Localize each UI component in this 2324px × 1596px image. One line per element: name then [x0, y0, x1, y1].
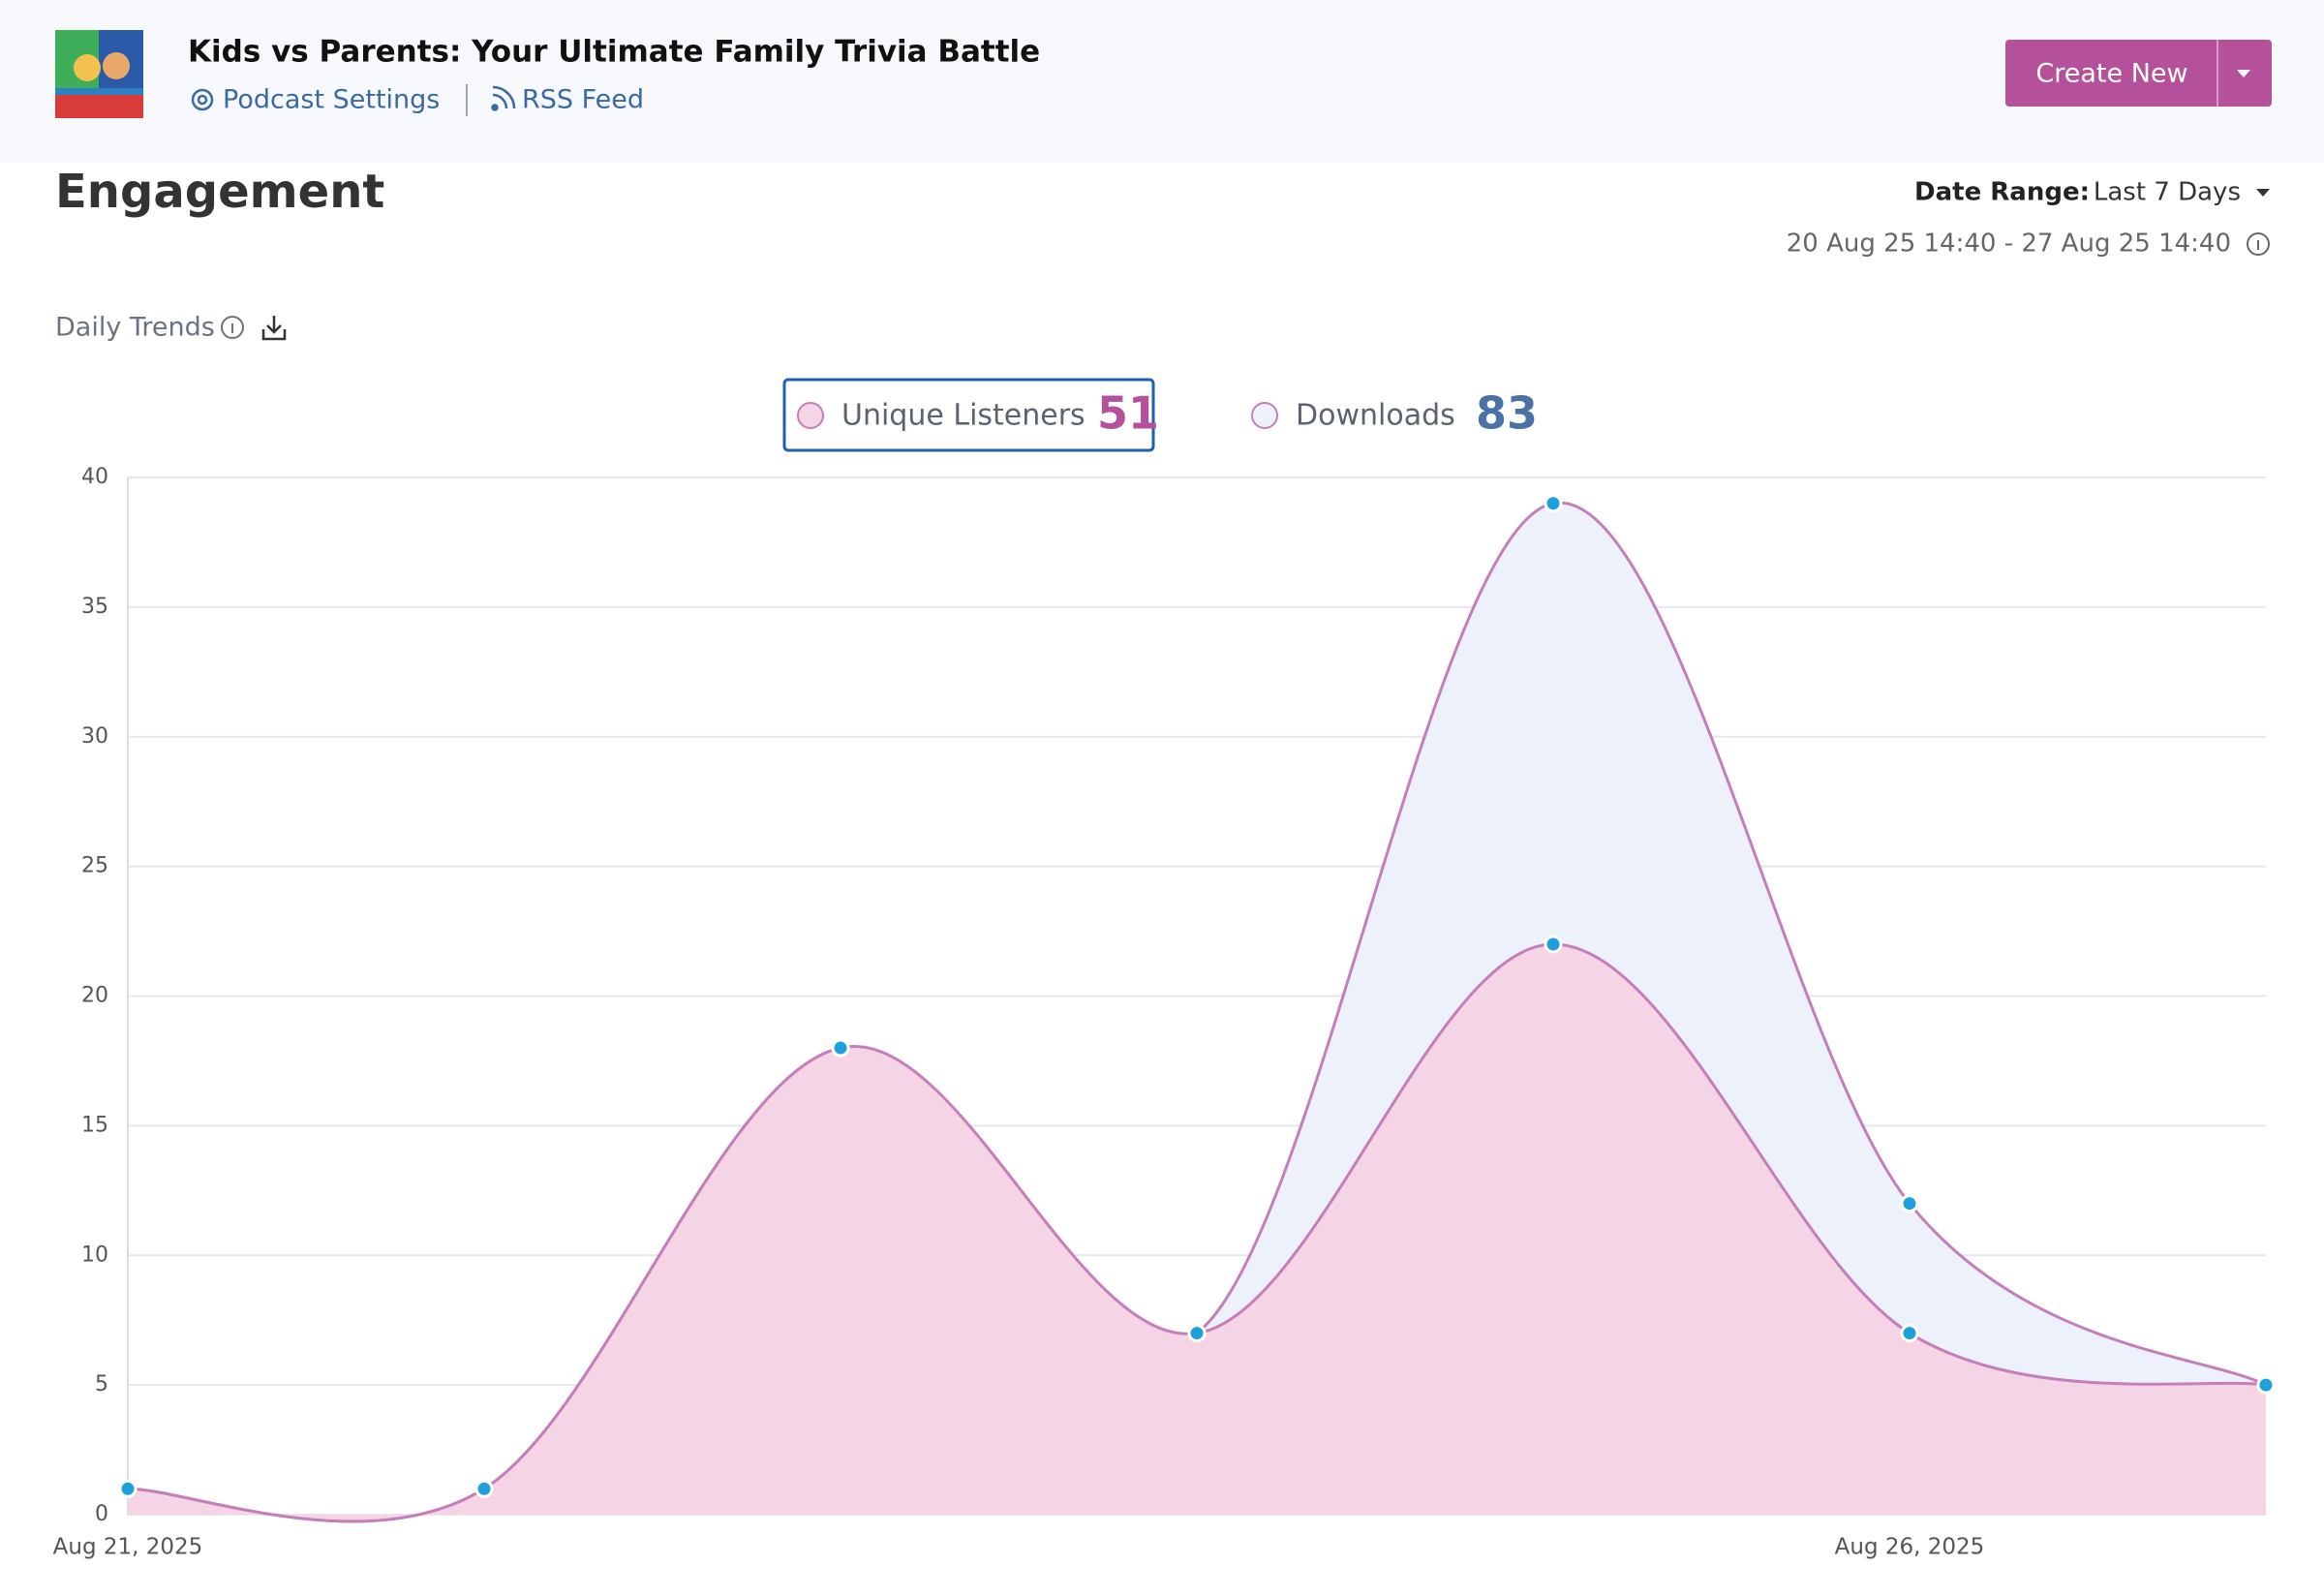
podcast-logo [55, 30, 143, 118]
legend-label[interactable]: Downloads [1296, 399, 1455, 433]
data-point[interactable] [1900, 1194, 1919, 1213]
data-point[interactable] [831, 1038, 850, 1058]
create-new-label[interactable]: Create New [2035, 59, 2187, 89]
y-tick-label: 15 [81, 1113, 108, 1137]
y-tick-label: 25 [81, 854, 108, 878]
date-range-caret[interactable] [2256, 189, 2270, 197]
data-point[interactable] [1544, 935, 1563, 954]
button-caret[interactable] [2237, 70, 2250, 77]
date-range-label: Date Range: [1914, 178, 2090, 207]
legend-label[interactable]: Unique Listeners [841, 399, 1086, 433]
legend: Unique Listeners 51 Downloads 83 [797, 387, 1538, 440]
x-tick-label: Aug 21, 2025 [53, 1535, 203, 1560]
data-point[interactable] [1187, 1324, 1207, 1343]
data-point[interactable] [118, 1479, 138, 1498]
y-tick-label: 20 [81, 984, 108, 1008]
settings-icon[interactable] [191, 88, 214, 111]
legend-marker[interactable] [797, 402, 824, 429]
daily-trends-label: Daily Trends [55, 313, 215, 343]
y-tick-label: 30 [81, 724, 108, 749]
header-bar [0, 0, 2324, 163]
date-range-value[interactable]: Last 7 Days [2094, 178, 2241, 207]
y-tick-label: 40 [81, 465, 108, 489]
podcast-settings-link[interactable]: Podcast Settings [223, 85, 440, 115]
data-point[interactable] [1900, 1324, 1919, 1343]
y-tick-label: 35 [81, 595, 108, 619]
info-icon[interactable] [2247, 232, 2270, 256]
y-tick-label: 10 [81, 1243, 108, 1267]
area-fill [128, 943, 2266, 1521]
data-point[interactable] [2256, 1375, 2276, 1395]
legend-total: 83 [1476, 387, 1538, 440]
data-point[interactable] [474, 1479, 494, 1498]
info-icon[interactable] [221, 316, 244, 339]
y-tick-label: 5 [95, 1372, 108, 1396]
y-tick-label: 0 [95, 1502, 108, 1526]
date-range-text: 20 Aug 25 14:40 - 27 Aug 25 14:40 [1787, 230, 2231, 259]
create-new-button[interactable] [2005, 40, 2272, 107]
section-title: Engagement [55, 165, 384, 219]
legend-total: 51 [1097, 387, 1159, 440]
podcast-title: Kids vs Parents: Your Ultimate Family Tr… [188, 35, 1040, 70]
rss-feed-link[interactable]: RSS Feed [522, 85, 644, 115]
legend-selected-box [782, 378, 1155, 452]
rss-icon[interactable] [491, 85, 516, 111]
download-icon[interactable] [261, 316, 287, 341]
x-tick-label: Aug 26, 2025 [1835, 1535, 1985, 1560]
plot-area: 0 5 10 15 20 25 30 35 40 Aug 21, 2025 Aug 26, 2025 [53, 465, 2276, 1560]
legend-marker[interactable] [1251, 402, 1278, 429]
data-point[interactable] [1544, 494, 1563, 513]
